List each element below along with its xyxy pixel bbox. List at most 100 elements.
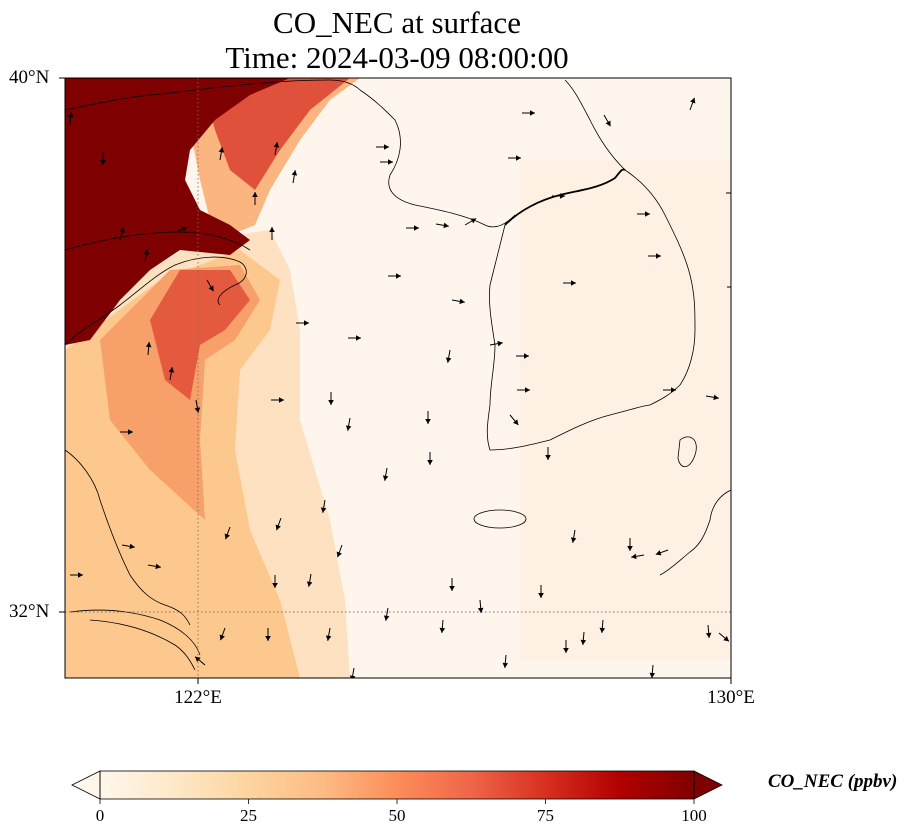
wind-arrow-head [735,284,740,290]
coastlines [65,79,731,671]
colorbar-extend-max [693,770,723,800]
concentration-max-region [65,78,290,345]
jeju-island [473,509,527,529]
wind-arrow-head [512,419,519,425]
wind-arrow-head [671,387,676,393]
wind-arrow-head [194,407,201,413]
colorbar-tick-0: 0 [95,806,105,825]
colorbar-tick-100: 100 [681,806,707,825]
concentration-north-band-core [200,78,350,190]
wind-arrow-head [599,627,606,633]
concentration-plume-core [150,270,250,400]
wind-arrow-head [445,357,452,363]
wind-arrow-shaft [351,667,355,678]
lat-label-32n: 32°N [9,601,50,622]
coastline-bohai [65,79,361,111]
inland-border [65,231,251,251]
wind-arrow-head [224,533,230,540]
wind-arrow-head [414,225,419,231]
wind-arrow-head [273,142,280,148]
wind-arrow-head [325,635,332,641]
coastline-china-south [65,449,191,626]
wind-arrow-head [690,97,696,104]
wind-arrow-head [388,159,393,165]
wind-arrow-head [631,553,637,560]
concentration-east-band [520,160,731,660]
colorbar-tick-50: 50 [388,806,406,825]
wind-arrow-head [427,460,433,465]
wind-arrow-head [439,627,446,633]
wind-arrow-head [734,190,739,196]
wind-arrow-head [78,572,83,578]
wind-arrow-head [181,226,188,232]
wind-arrow-head [219,634,225,641]
wind-arrow-head [306,581,313,587]
wind-arrow-head [67,112,74,118]
wind-arrow-head [425,419,431,424]
wind-arrow-head [384,144,389,150]
wind-arrow-head [516,155,521,161]
wind-arrow-head [627,546,633,551]
gridlines [65,78,731,678]
wind-arrow-head [252,192,258,197]
lon-label-130e: 130°E [707,687,755,708]
wind-arrow-head [269,227,275,232]
wind-arrow-head [560,193,565,199]
lon-label-122e: 122°E [174,687,222,708]
wind-arrow-head [349,675,356,678]
wind-arrow-head [119,227,125,233]
wind-arrow-head [265,636,271,641]
tsushima-island [677,436,697,468]
wind-arrow-head [723,635,729,642]
wind-arrow-head [570,537,577,543]
wind-arrow-head [143,249,150,255]
colorbar-gradient [100,771,694,799]
wind-arrow-head [449,586,455,591]
coastline-korea-east [624,169,696,406]
wind-arrow-head [563,648,569,653]
wind-arrow-head [470,218,477,224]
colorbar [71,770,723,804]
wind-arrow-head [275,524,281,531]
wind-arrow-head [345,425,352,431]
wind-arrow-head [502,662,509,668]
wind-arrow-head [383,615,390,621]
wind-arrow-head [328,400,334,405]
colorbar-tick-75: 75 [537,806,554,825]
wind-arrow-head [356,335,361,341]
wind-arrow-head [155,563,161,570]
wind-arrow-head [304,320,309,326]
coastline-japan [659,489,731,576]
coastline-korea-west [486,224,651,451]
wind-arrow-head [530,110,535,116]
wind-arrow-head [497,340,503,347]
border-north-korea [504,168,626,226]
wind-arrow-head [656,253,661,259]
wind-arrow-head [525,387,530,393]
wind-arrow-head [129,543,135,550]
coastline-shandong [65,256,247,346]
colorbar-extend-min [71,770,101,800]
lat-label-40n: 40°N [9,67,50,88]
wind-arrow-head [291,170,298,176]
wind-arrow-head [705,632,712,638]
wind-arrow-head [524,353,529,359]
wind-vectors [67,97,740,678]
wind-arrow-head [336,551,342,558]
wind-arrow-head [100,160,106,165]
colorbar-tick-25: 25 [240,806,257,825]
wind-arrow-head [655,550,662,556]
wind-arrow-head [477,607,484,613]
yangtze-estuary [69,609,201,671]
wind-arrow-head [713,394,719,401]
wind-arrow-head [580,639,587,645]
wind-arrow-head [272,583,278,588]
axis-ticks [59,77,732,684]
coastline-liaodong [359,89,516,228]
wind-arrow-head [168,367,175,373]
map-area [65,78,740,678]
wind-arrow-head [443,222,449,229]
wind-arrow-head [396,273,401,279]
wind-arrow-head [279,397,284,403]
